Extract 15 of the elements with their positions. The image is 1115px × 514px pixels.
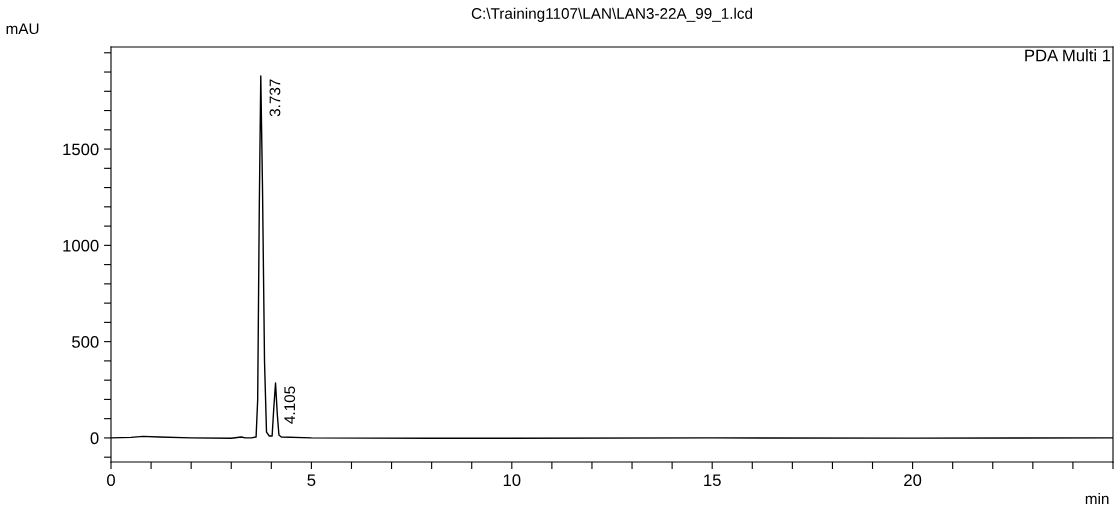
y-tick-label: 1500 xyxy=(63,143,99,156)
annotation: 3.737 xyxy=(269,79,281,117)
y-tick-label: 1000 xyxy=(63,239,99,252)
y-tick-label: 500 xyxy=(72,336,99,348)
annotation: 4.105 xyxy=(284,386,296,424)
x-tick-label: 20 xyxy=(904,474,922,487)
x-tick-label: 0 xyxy=(107,474,115,487)
text: PDA Multi 1 xyxy=(1025,49,1111,62)
y-tick-label: 0 xyxy=(90,432,99,445)
chart-title: C:\Training1107\LAN\LAN3-22A_99_1.lcd xyxy=(471,7,752,22)
x-tick-label: 15 xyxy=(704,474,721,487)
x-tick-label: 5 xyxy=(307,474,316,487)
y-axis-title: mAU xyxy=(6,23,39,35)
x-axis-title: min xyxy=(1085,492,1109,504)
x-tick-label: 10 xyxy=(503,474,521,487)
